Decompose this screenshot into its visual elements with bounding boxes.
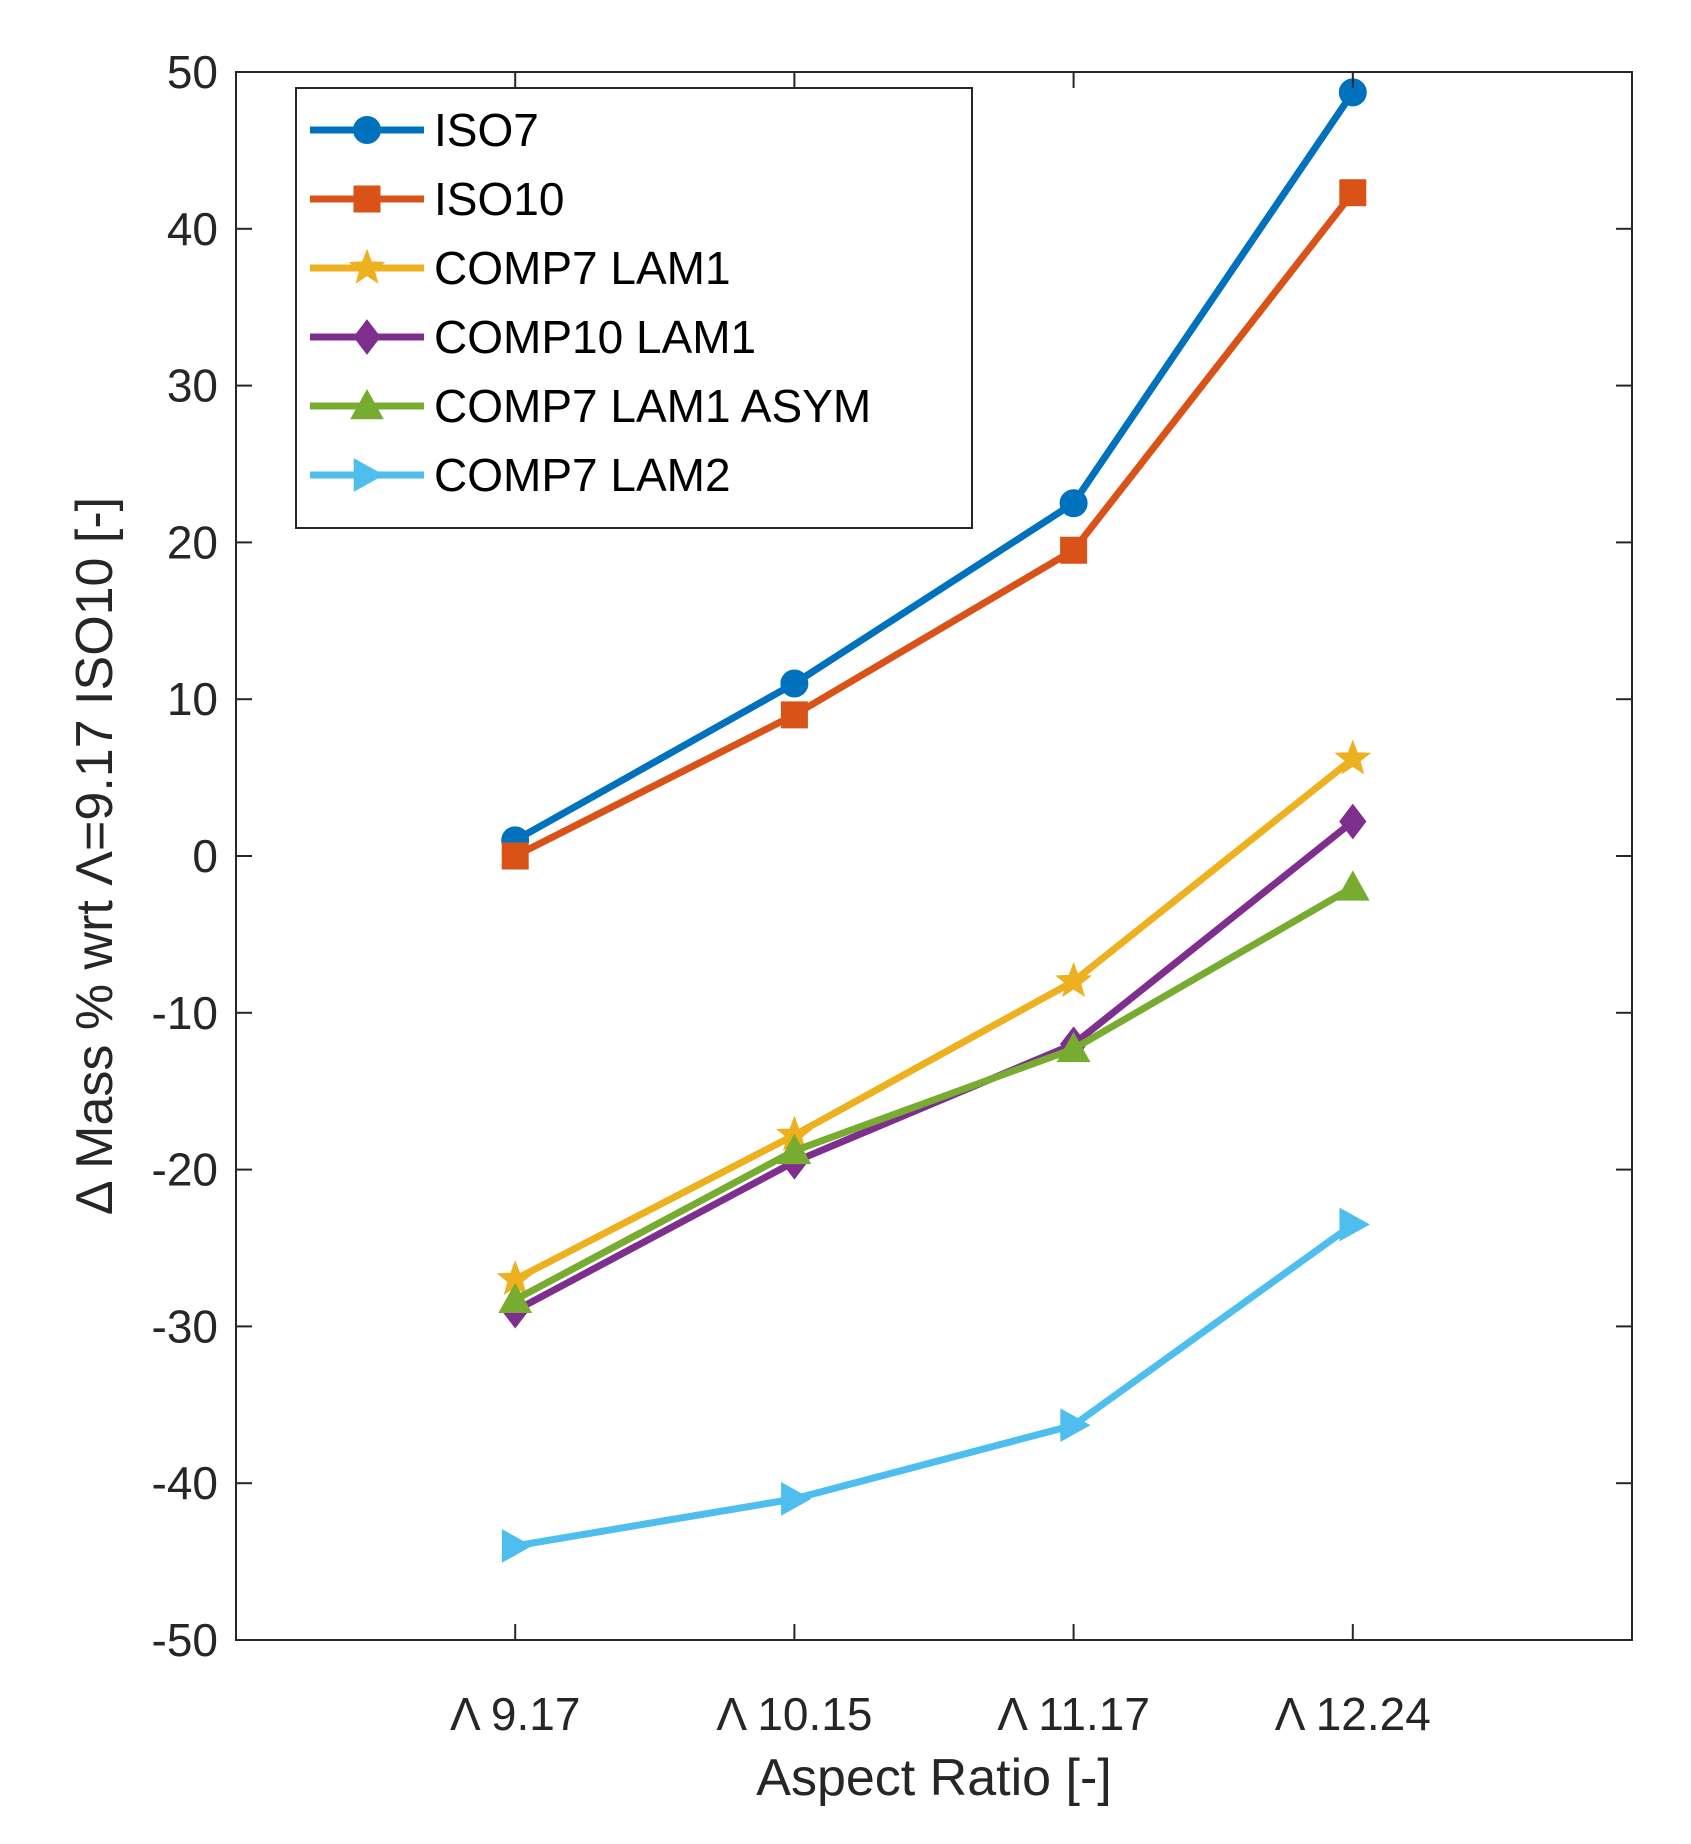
y-tick-label: 10: [167, 673, 218, 725]
series-iso10: [501, 179, 1367, 870]
legend-label: COMP7 LAM2: [434, 449, 731, 501]
legend-box: [295, 87, 973, 529]
data-point: [1339, 803, 1367, 840]
series-line: [511, 1221, 1357, 1550]
legend-item: ISO10: [310, 173, 564, 225]
y-tick-label: 40: [167, 203, 218, 255]
y-tick-label: -30: [152, 1300, 218, 1352]
legend-marker: [353, 458, 385, 492]
data-point: [780, 701, 808, 729]
legend-label: COMP7 LAM1: [434, 242, 731, 294]
y-tick-label: -50: [152, 1614, 218, 1666]
data-point: [1056, 1031, 1091, 1063]
legend-marker: [348, 248, 386, 284]
y-tick-label: 0: [192, 830, 218, 882]
data-point: [498, 1282, 533, 1314]
x-tick-label: Λ 10.15: [716, 1688, 872, 1740]
data-point: [501, 842, 529, 870]
data-point: [1339, 1207, 1370, 1242]
y-tick-label: -10: [152, 987, 218, 1039]
y-axis-title: Δ Mass % wrt Λ=9.17 ISO10 [-]: [66, 497, 124, 1215]
legend-item: COMP7 LAM2: [310, 449, 731, 501]
series-line: [511, 883, 1357, 1304]
legend-item: ISO7: [310, 104, 539, 156]
legend-item: COMP10 LAM1: [310, 311, 756, 363]
legend: ISO7 ISO10 COMP7 LAM1 COMP10 LAM1 COMP7 LAM1…: [295, 87, 973, 529]
data-point: [501, 1529, 533, 1563]
y-tick-label: -40: [152, 1457, 218, 1509]
series-line: [511, 189, 1357, 860]
legend-item: COMP7 LAM1 ASYM: [310, 380, 871, 432]
x-tick-label: Λ 11.17: [997, 1688, 1150, 1740]
series-layer: [496, 78, 1372, 1563]
data-point: [1059, 489, 1088, 518]
data-point: [1335, 870, 1370, 901]
data-point: [780, 669, 809, 698]
legend-marker: [350, 388, 384, 420]
series-line: [511, 88, 1357, 844]
y-tick-label: -20: [152, 1144, 218, 1196]
legend-label: COMP7 LAM1 ASYM: [434, 380, 871, 432]
series-comp7-lam1: [496, 739, 1372, 1296]
series-line: [511, 755, 1357, 1283]
y-tick-label: 30: [167, 360, 218, 412]
x-axis-title: Aspect Ratio [-]: [756, 1749, 1111, 1807]
legend-marker: [353, 319, 381, 355]
data-point: [781, 1482, 812, 1516]
data-point: [1055, 961, 1093, 998]
series-comp7-lam2: [501, 1207, 1370, 1563]
x-tick-label: Λ 9.17: [450, 1688, 581, 1740]
legend-label: ISO10: [434, 173, 564, 225]
legend-marker: [353, 116, 381, 144]
data-point: [1339, 179, 1367, 207]
x-tick-label: Λ 12.24: [1275, 1688, 1431, 1740]
legend-label: COMP10 LAM1: [434, 311, 756, 363]
legend-label: ISO7: [434, 104, 539, 156]
legend-marker: [353, 185, 381, 213]
legend-item: COMP7 LAM1: [310, 242, 731, 294]
data-point: [1060, 1408, 1091, 1443]
axes: -50 -40 -30 -20 -10 0 10 20 30 40 50 Λ 9.17 Λ 10.15 Λ…: [152, 46, 1633, 1740]
y-tick-label: 20: [167, 516, 218, 568]
series-comp7-lam1-asym: [498, 870, 1370, 1314]
data-point: [1060, 536, 1088, 564]
data-point: [1334, 739, 1372, 775]
y-tick-label: 50: [167, 46, 218, 98]
data-point: [777, 1133, 812, 1165]
